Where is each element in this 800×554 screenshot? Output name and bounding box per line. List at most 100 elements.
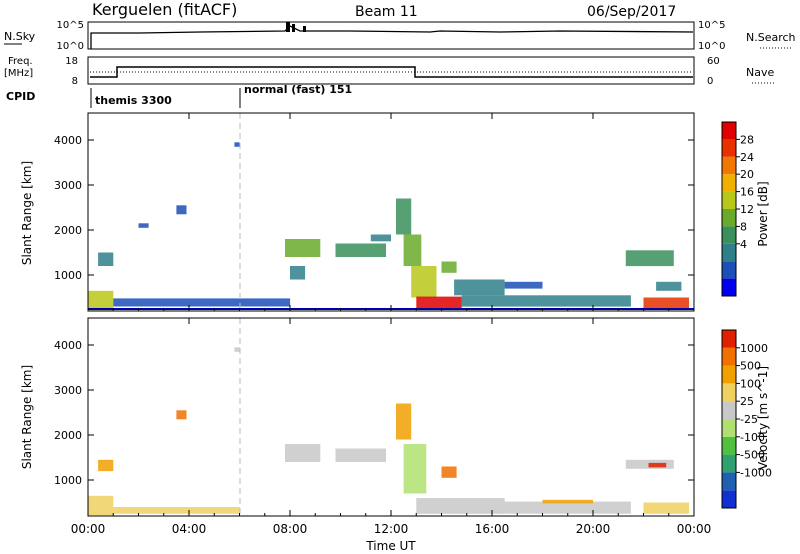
freq-label: Freq. <box>8 56 33 67</box>
nsky-tick-top: 10^5 <box>57 20 84 31</box>
power-patch <box>656 281 682 291</box>
ytick-label: 1000 <box>54 474 82 487</box>
xtick-label: 04:00 <box>172 522 207 536</box>
freq-tick-bottom: 8 <box>72 76 78 87</box>
nsky-line <box>90 25 694 49</box>
xtick-label: 00:00 <box>71 522 106 536</box>
xtick-label: 16:00 <box>475 522 510 536</box>
colorbar-cell <box>722 347 736 366</box>
xtick-label: 00:00 <box>677 522 712 536</box>
power-patch <box>285 239 321 257</box>
velocity-colorbar: 1000 500 100 25 -25 -100 -500 -1000 <box>721 329 772 509</box>
power-patch <box>441 261 457 273</box>
velocity-patch <box>504 501 631 514</box>
beam-title: Beam 11 <box>355 4 418 20</box>
colorbar-cell <box>722 243 736 262</box>
colorbar-tick-label: 1000 <box>740 342 768 355</box>
power-patch <box>461 295 631 307</box>
xtick-label: 12:00 <box>374 522 409 536</box>
colorbar-cell <box>722 383 736 402</box>
cpid-panel: CPID themis 3300 normal (fast) 151 <box>6 83 352 108</box>
xtick-label: 20:00 <box>576 522 611 536</box>
velocity-patch <box>396 403 412 440</box>
colorbar-tick-label: -1000 <box>740 466 772 479</box>
ytick-label: 4000 <box>54 339 82 352</box>
power-patch <box>138 223 149 228</box>
freq-line <box>90 66 693 78</box>
velocity-patch <box>648 462 667 468</box>
power-patch <box>113 298 291 307</box>
nave-tick-top: 60 <box>707 56 720 67</box>
nsky-spike <box>303 26 306 32</box>
power-patch <box>370 234 391 242</box>
cpid-label: CPID <box>6 90 35 103</box>
power-ylabel: Slant Range [km] <box>20 161 34 265</box>
velocity-patch <box>441 466 457 478</box>
date-title: 06/Sep/2017 <box>587 4 676 20</box>
colorbar-cell <box>722 472 736 491</box>
velocity-patch <box>335 448 386 462</box>
nave-tick-bottom: 0 <box>707 76 713 87</box>
xaxis-label: Time UT <box>365 539 416 553</box>
colorbar-cell <box>722 436 736 455</box>
nsky-tick-bottom: 10^0 <box>57 41 84 52</box>
freq-tick-top: 18 <box>65 56 78 67</box>
ytick-label: 1000 <box>54 269 82 282</box>
power-colorbar-label: Power [dB] <box>756 181 770 246</box>
colorbar-cell <box>722 226 736 244</box>
colorbar-cell <box>722 122 736 140</box>
power-patch <box>504 281 543 289</box>
cpid-program-2: normal (fast) 151 <box>244 83 352 96</box>
colorbar-tick-label: 500 <box>740 360 761 373</box>
ytick-label: 2000 <box>54 224 82 237</box>
power-patch <box>98 252 114 266</box>
freq-panel: Freq. [MHz] 18 8 60 0 Nave <box>4 56 776 87</box>
colorbar-cell <box>722 209 736 227</box>
colorbar-tick-label: -25 <box>740 413 758 426</box>
power-patch <box>411 266 437 298</box>
colorbar-tick-label: 25 <box>740 395 754 408</box>
velocity-patch <box>403 444 427 494</box>
velocity-ylabel: Slant Range [km] <box>20 365 34 469</box>
colorbar-cell <box>722 278 736 296</box>
colorbar-cell <box>722 454 736 473</box>
colorbar-cell <box>722 261 736 279</box>
velocity-patch <box>113 507 240 514</box>
power-patch <box>403 234 422 266</box>
velocity-patch <box>542 499 593 504</box>
colorbar-cell <box>722 419 736 437</box>
power-panel: 1000 2000 3000 4000 Slant Range [km] <box>20 112 695 312</box>
velocity-panel: 1000 2000 3000 4000 Slant Range [km] <box>20 317 695 517</box>
colorbar-tick-label: -500 <box>740 449 765 462</box>
power-patch <box>416 296 462 309</box>
colorbar-cell <box>722 156 736 175</box>
colorbar-cell <box>722 330 736 348</box>
power-patch <box>88 290 114 311</box>
ytick-label: 2000 <box>54 429 82 442</box>
cpid-program-1: themis 3300 <box>95 94 172 107</box>
nsky-spike <box>292 24 295 32</box>
velocity-patch <box>88 495 114 516</box>
velocity-patch <box>176 410 187 420</box>
nsearch-label: N.Search <box>746 31 796 44</box>
ytick-label: 3000 <box>54 384 82 397</box>
colorbar-tick-label: 8 <box>740 220 747 233</box>
power-patch <box>176 205 187 215</box>
nsearch-tick-bottom: 10^0 <box>698 41 725 52</box>
colorbar-cell <box>722 490 736 508</box>
nsky-spike <box>286 22 290 32</box>
power-patch <box>335 243 386 257</box>
colorbar-cell <box>722 191 736 209</box>
colorbar-cell <box>722 365 736 384</box>
velocity-patch <box>234 347 240 352</box>
power-patch <box>234 142 240 147</box>
velocity-patch <box>643 502 689 514</box>
xtick-label: 08:00 <box>273 522 308 536</box>
power-patch <box>454 279 505 296</box>
freq-unit-label: [MHz] <box>4 68 33 79</box>
nsearch-tick-top: 10^5 <box>698 20 725 31</box>
velocity-patch <box>285 444 321 462</box>
power-patch <box>290 266 306 280</box>
ytick-label: 4000 <box>54 134 82 147</box>
